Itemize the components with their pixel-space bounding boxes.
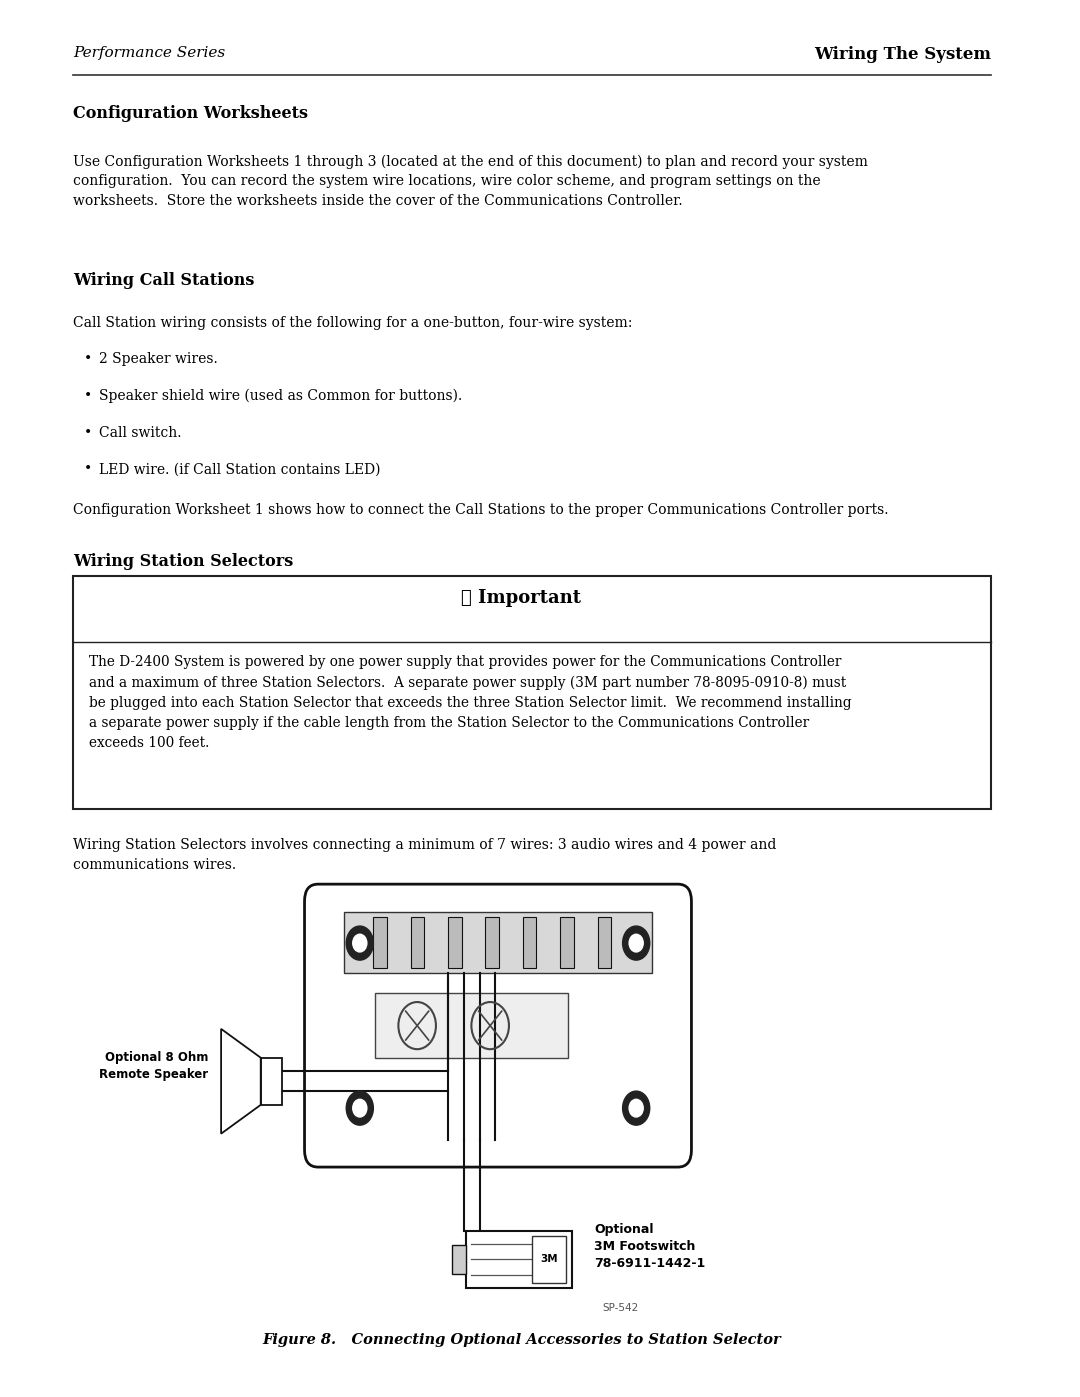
Circle shape bbox=[347, 926, 374, 960]
Bar bbox=[531, 1236, 566, 1282]
Text: LED wire. (if Call Station contains LED): LED wire. (if Call Station contains LED) bbox=[99, 462, 380, 476]
Bar bbox=[410, 916, 424, 968]
Bar bbox=[467, 1231, 571, 1288]
Bar bbox=[376, 993, 568, 1059]
Bar bbox=[486, 916, 499, 968]
Text: Configuration Worksheets: Configuration Worksheets bbox=[73, 105, 308, 122]
Text: Performance Series: Performance Series bbox=[73, 46, 226, 60]
Bar bbox=[448, 916, 461, 968]
Text: Wiring Call Stations: Wiring Call Stations bbox=[73, 272, 255, 289]
Bar bbox=[345, 912, 652, 974]
Text: Speaker shield wire (used as Common for buttons).: Speaker shield wire (used as Common for … bbox=[99, 388, 462, 404]
Text: The D-2400 System is powered by one power supply that provides power for the Com: The D-2400 System is powered by one powe… bbox=[89, 655, 851, 750]
Text: •: • bbox=[83, 352, 92, 366]
Text: •: • bbox=[83, 426, 92, 440]
Text: Figure 8.   Connecting Optional Accessories to Station Selector: Figure 8. Connecting Optional Accessorie… bbox=[262, 1333, 781, 1348]
Circle shape bbox=[353, 1099, 367, 1118]
FancyBboxPatch shape bbox=[73, 577, 990, 809]
Bar bbox=[597, 916, 611, 968]
Text: Call Station wiring consists of the following for a one-button, four-wire system: Call Station wiring consists of the foll… bbox=[73, 316, 633, 330]
Circle shape bbox=[347, 1091, 374, 1125]
Circle shape bbox=[622, 1091, 650, 1125]
Text: ⚠ Important: ⚠ Important bbox=[461, 590, 581, 608]
Polygon shape bbox=[221, 1028, 260, 1134]
Circle shape bbox=[630, 1099, 644, 1118]
Text: •: • bbox=[83, 462, 92, 476]
Bar bbox=[374, 916, 387, 968]
Text: Wiring The System: Wiring The System bbox=[813, 46, 990, 63]
Text: •: • bbox=[83, 388, 92, 402]
Text: Configuration Worksheet 1 shows how to connect the Call Stations to the proper C: Configuration Worksheet 1 shows how to c… bbox=[73, 503, 889, 517]
Text: Optional 8 Ohm
Remote Speaker: Optional 8 Ohm Remote Speaker bbox=[99, 1051, 208, 1080]
Bar bbox=[451, 1245, 467, 1274]
Text: Wiring Station Selectors: Wiring Station Selectors bbox=[73, 553, 294, 570]
Circle shape bbox=[353, 935, 367, 951]
Text: 3M: 3M bbox=[540, 1255, 558, 1264]
FancyBboxPatch shape bbox=[305, 884, 691, 1166]
Text: 7: 7 bbox=[516, 1277, 526, 1291]
Bar bbox=[260, 1058, 282, 1105]
Circle shape bbox=[630, 935, 644, 951]
Bar bbox=[523, 916, 537, 968]
Text: Wiring Station Selectors involves connecting a minimum of 7 wires: 3 audio wires: Wiring Station Selectors involves connec… bbox=[73, 838, 777, 872]
Text: Call switch.: Call switch. bbox=[99, 426, 181, 440]
Circle shape bbox=[622, 926, 650, 960]
Text: Use Configuration Worksheets 1 through 3 (located at the end of this document) t: Use Configuration Worksheets 1 through 3… bbox=[73, 155, 868, 208]
Bar bbox=[561, 916, 573, 968]
Text: Optional
3M Footswitch
78-6911-1442-1: Optional 3M Footswitch 78-6911-1442-1 bbox=[594, 1222, 705, 1270]
Text: SP-542: SP-542 bbox=[603, 1303, 638, 1313]
Text: 2 Speaker wires.: 2 Speaker wires. bbox=[99, 352, 218, 366]
